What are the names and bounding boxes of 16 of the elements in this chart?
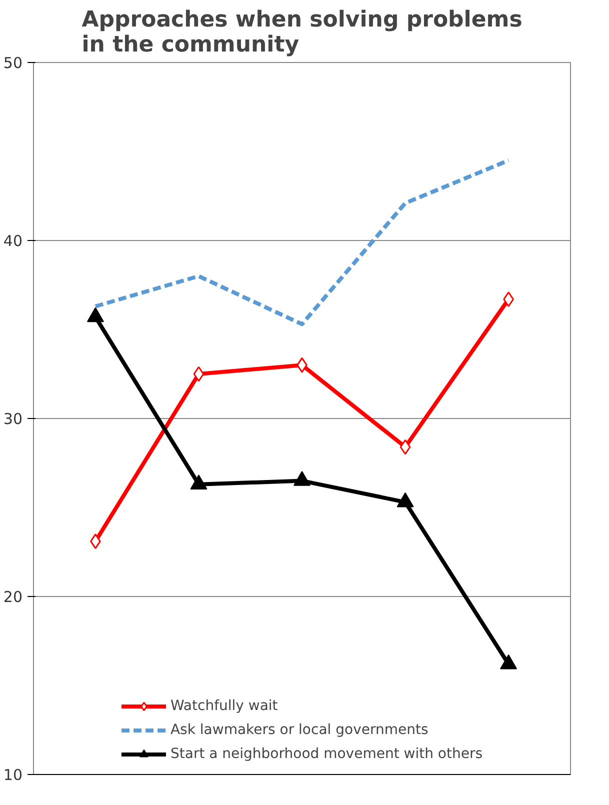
y-tick-label: 10: [3, 766, 23, 784]
point: [193, 366, 204, 382]
point: [294, 471, 310, 486]
chart-title: Approaches when solving problems in the community: [82, 8, 522, 58]
point: [500, 654, 518, 670]
legend-label: Ask lawmakers or local governments: [170, 722, 428, 738]
y-tick-label: 20: [3, 588, 23, 606]
legend-label: Watchfully wait: [170, 698, 278, 714]
legend-label: Start a neighborhood movement with others: [170, 746, 483, 762]
y-tick-label: 30: [3, 410, 23, 428]
y-tick-label: 40: [3, 232, 23, 250]
point: [396, 492, 414, 508]
point: [400, 439, 411, 455]
point: [190, 474, 208, 490]
y-tick-label: 50: [3, 54, 23, 72]
line-series: [93, 158, 511, 326]
